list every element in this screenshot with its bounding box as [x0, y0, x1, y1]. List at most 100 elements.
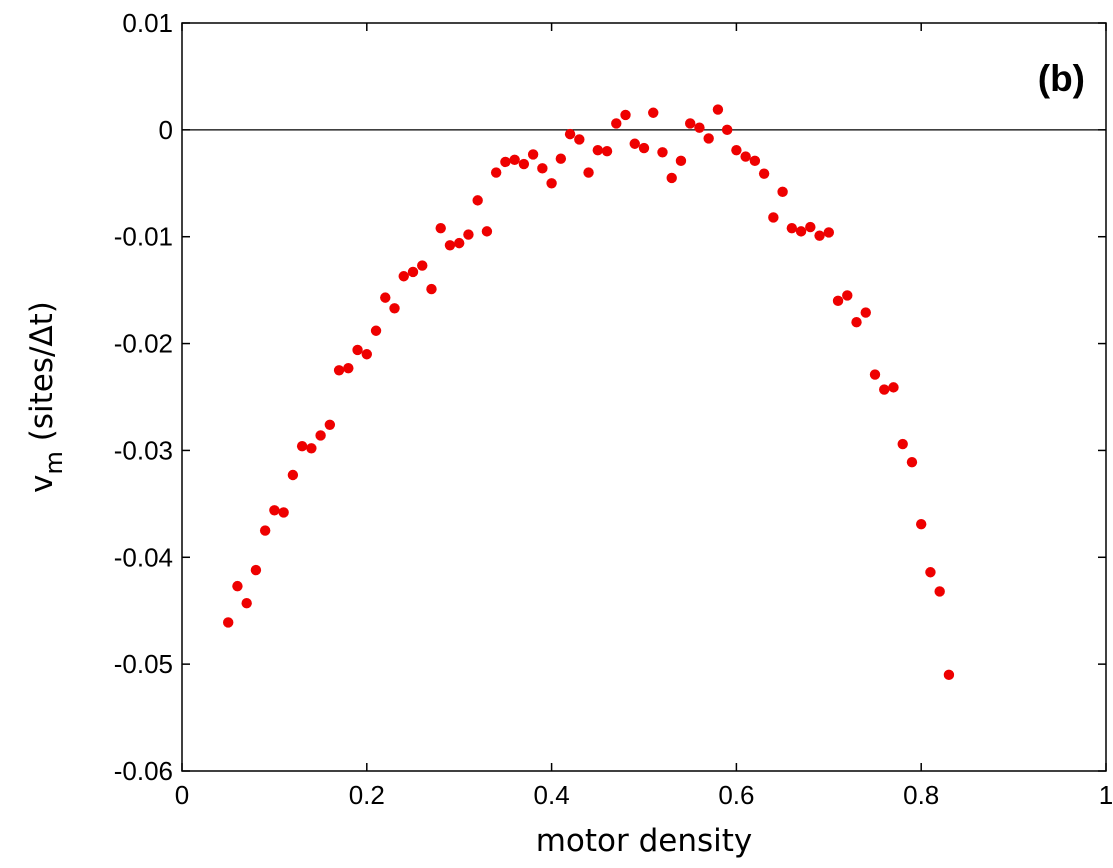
y-tick-labels: -0.06 -0.05 -0.04 -0.03 -0.02 -0.01 0 0.01: [114, 8, 173, 786]
y-axis-label-main: v: [24, 475, 60, 493]
y-tick-label: -0.06: [114, 756, 173, 786]
x-tick-label: 0.6: [718, 780, 754, 810]
data-point: [259, 525, 271, 536]
data-point: [296, 440, 308, 452]
data-point: [694, 122, 705, 133]
x-tick-label: 0: [175, 780, 189, 810]
data-point: [721, 124, 733, 136]
data-point: [906, 456, 918, 468]
data-point: [638, 142, 650, 154]
data-point: [823, 227, 834, 238]
data-point: [370, 325, 382, 336]
x-tick-label: 0.2: [349, 780, 385, 810]
data-point: [768, 212, 779, 223]
y-tick-label: -0.03: [114, 435, 173, 465]
data-point: [712, 104, 724, 115]
data-point: [398, 271, 409, 282]
data-point: [888, 382, 899, 393]
plot-frame: [181, 22, 1107, 772]
data-point: [786, 222, 798, 234]
data-point: [814, 230, 825, 241]
data-point: [925, 567, 936, 578]
data-point: [657, 147, 668, 158]
x-tick-labels: 0 0.2 0.4 0.6 0.8 1: [175, 780, 1113, 810]
data-point: [546, 178, 557, 189]
data-point: [278, 507, 289, 518]
data-point: [463, 229, 474, 240]
y-tick-label: -0.04: [114, 542, 173, 572]
data-point: [842, 290, 853, 301]
data-point: [583, 167, 594, 178]
y-axis-label-subscript: m: [40, 451, 68, 474]
data-point: [860, 307, 871, 318]
data-point: [518, 158, 530, 170]
data-point: [509, 154, 520, 165]
data-point: [250, 564, 262, 576]
data-point: [417, 260, 428, 271]
data-point: [620, 109, 631, 121]
data-point: [435, 222, 446, 234]
panel-label: (b): [1038, 58, 1085, 99]
data-point: [407, 266, 419, 278]
data-point: [731, 144, 742, 156]
data-point: [223, 617, 234, 628]
data-point: [564, 128, 576, 140]
data-point: [749, 155, 761, 167]
data-point: [343, 362, 354, 374]
data-point: [629, 138, 640, 149]
y-tick-label: -0.02: [114, 329, 173, 359]
data-point: [574, 134, 585, 145]
data-point: [361, 349, 372, 360]
data-point: [703, 133, 714, 144]
x-tick-label: 0.4: [534, 780, 570, 810]
data-point: [832, 295, 844, 307]
axis-ticks: [181, 22, 1107, 772]
x-axis-label: motor density: [536, 823, 753, 859]
data-point: [500, 156, 511, 168]
data-point: [592, 144, 603, 156]
data-point: [380, 292, 391, 303]
data-point: [805, 221, 816, 233]
y-axis-label-unit: (sites/Δt): [24, 301, 60, 451]
y-tick-label: 0: [159, 115, 173, 145]
data-point: [555, 153, 567, 164]
data-point: [306, 443, 317, 454]
data-point: [685, 118, 696, 129]
data-point: [740, 151, 751, 162]
data-point: [490, 167, 502, 178]
data-point: [537, 163, 548, 174]
data-point: [232, 580, 243, 592]
data-point: [472, 195, 483, 206]
data-point: [352, 344, 363, 356]
data-point: [916, 518, 927, 530]
data-point: [315, 430, 326, 441]
data-point: [324, 419, 336, 430]
data-point: [287, 469, 299, 481]
data-point: [943, 669, 955, 681]
data-point: [333, 365, 345, 376]
data-point: [269, 505, 280, 516]
data-point: [795, 226, 807, 237]
data-point: [389, 303, 400, 314]
y-tick-label: -0.05: [114, 649, 173, 679]
data-point: [426, 283, 437, 295]
data-point: [879, 384, 890, 395]
data-point: [454, 237, 465, 249]
data-point: [666, 172, 677, 184]
data-point: [869, 369, 881, 380]
y-tick-label: -0.01: [114, 222, 173, 252]
data-point: [241, 598, 252, 609]
y-axis-label: vm (sites/Δt): [24, 301, 68, 493]
data-point: [601, 146, 613, 157]
data-point: [851, 317, 862, 328]
data-point: [611, 118, 622, 129]
data-point: [648, 107, 659, 118]
x-tick-label: 1: [1099, 780, 1113, 810]
data-point: [527, 149, 539, 160]
data-point: [481, 226, 493, 237]
data-point: [897, 438, 908, 450]
data-point: [758, 168, 770, 179]
data-point: [934, 586, 945, 597]
data-point: [777, 186, 788, 198]
